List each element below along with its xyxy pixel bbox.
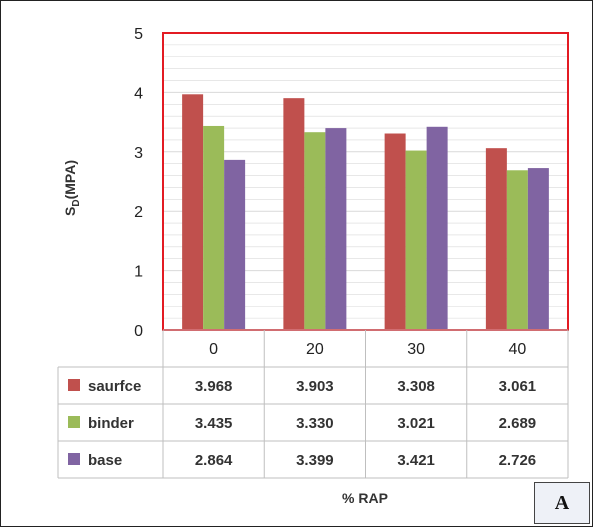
data-label: 2.864 xyxy=(195,452,233,469)
bar-binder-40 xyxy=(506,170,528,330)
legend-label-saurfce: saurfce xyxy=(88,378,141,395)
bar-base-40 xyxy=(527,168,549,330)
bar-saurfce-20 xyxy=(283,98,305,330)
legend-label-binder: binder xyxy=(88,415,134,432)
data-label: 3.968 xyxy=(195,378,233,395)
y-tick-label: 4 xyxy=(134,85,143,102)
x-tick-label: 0 xyxy=(209,341,218,358)
y-tick-label: 5 xyxy=(134,26,143,43)
bar-saurfce-30 xyxy=(384,133,406,330)
bar-base-20 xyxy=(325,128,347,330)
bars xyxy=(182,94,549,330)
y-axis-title: SD(MPA) xyxy=(62,160,82,216)
x-tick-label: 40 xyxy=(508,341,526,358)
bar-binder-30 xyxy=(405,150,427,330)
bar-base-0 xyxy=(224,159,246,330)
bar-binder-20 xyxy=(304,132,326,330)
bar-binder-0 xyxy=(203,125,225,330)
data-label: 3.061 xyxy=(499,378,537,395)
data-label: 2.726 xyxy=(499,452,537,469)
x-axis-title: % RAP xyxy=(342,490,388,506)
data-label: 2.689 xyxy=(499,415,537,432)
y-tick-label: 0 xyxy=(134,323,143,340)
legend-label-base: base xyxy=(88,452,122,469)
legend-swatch-base xyxy=(68,453,80,465)
x-tick-label: 20 xyxy=(306,341,324,358)
bar-saurfce-0 xyxy=(182,94,204,330)
data-label: 3.021 xyxy=(397,415,435,432)
panel-label: A xyxy=(534,482,590,524)
x-tick-label: 30 xyxy=(407,341,425,358)
bar-base-30 xyxy=(426,126,448,330)
data-label: 3.421 xyxy=(397,452,435,469)
legend-swatch-binder xyxy=(68,416,80,428)
data-label: 3.308 xyxy=(397,378,435,395)
data-label: 3.330 xyxy=(296,415,334,432)
data-label: 3.435 xyxy=(195,415,233,432)
data-label: 3.903 xyxy=(296,378,334,395)
y-tick-label: 1 xyxy=(134,264,143,281)
y-tick-label: 3 xyxy=(134,145,143,162)
data-label: 3.399 xyxy=(296,452,334,469)
bar-saurfce-40 xyxy=(485,148,507,330)
legend-swatch-saurfce xyxy=(68,379,80,391)
data-table: 0 20 30 40 saurfce 3.968 3.903 3.308 3.061 binder… xyxy=(57,329,569,479)
y-axis-ticks: 0 1 2 3 4 5 xyxy=(134,26,143,340)
y-tick-label: 2 xyxy=(134,204,143,221)
